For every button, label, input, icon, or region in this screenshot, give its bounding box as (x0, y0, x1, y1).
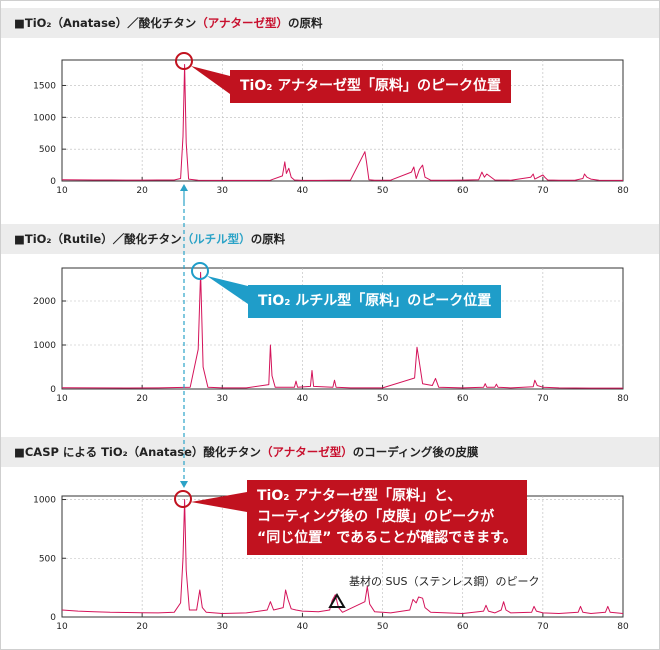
section-title-suffix: のコーディング後の皮膜 (352, 445, 479, 459)
guide-arrow-down-head (180, 481, 188, 488)
x-tick-label: 70 (537, 622, 549, 632)
y-tick-label: 1000 (33, 113, 56, 123)
x-tick-label: 10 (56, 186, 68, 196)
section-title-prefix: ■CASP による TiO₂（Anatase）酸化チタン (14, 445, 261, 459)
x-tick-label: 30 (217, 622, 229, 632)
x-tick-label: 50 (377, 622, 389, 632)
y-tick-label: 0 (50, 177, 56, 187)
series-line (61, 64, 624, 181)
x-tick-label: 60 (457, 186, 469, 196)
x-tick-label: 40 (297, 186, 309, 196)
series-line (61, 499, 624, 614)
y-tick-label: 1000 (33, 496, 56, 506)
section-title-prefix: ■TiO₂（Anatase）／酸化チタン (14, 16, 197, 30)
x-tick-label: 10 (56, 622, 68, 632)
anatase-callout-pointer (191, 66, 230, 94)
x-tick-label: 70 (537, 394, 549, 404)
x-tick-label: 20 (136, 186, 148, 196)
x-tick-label: 70 (537, 186, 549, 196)
section-header-anatase: ■TiO₂（Anatase）／酸化チタン（アナターゼ型）の原料 (1, 8, 659, 38)
x-tick-label: 80 (617, 186, 629, 196)
callout-text: TiO₂ ルチル型「原料」のピーク位置 (258, 293, 492, 309)
callout-coating-peak: TiO₂ アナターゼ型「原料」と、 コーティング後の「皮膜」のピークが “同じ位… (247, 480, 527, 555)
section-header-rutile: ■TiO₂（Rutile）／酸化チタン（ルチル型）の原料 (1, 224, 659, 254)
x-tick-label: 30 (217, 394, 229, 404)
guide-arrow-up-head (180, 184, 188, 191)
x-tick-label: 60 (457, 394, 469, 404)
rutile-peak-circle (191, 262, 209, 280)
section-title-suffix: の原料 (288, 16, 323, 30)
callout-line-2: コーティング後の「皮膜」のピークが (257, 509, 495, 525)
x-tick-label: 20 (136, 394, 148, 404)
alignment-guide (180, 184, 188, 488)
section-title-suffix: の原料 (250, 232, 286, 246)
x-tick-label: 40 (297, 394, 309, 404)
y-tick-label: 0 (50, 385, 56, 395)
x-tick-label: 40 (297, 622, 309, 632)
x-tick-label: 50 (377, 394, 389, 404)
y-tick-label: 1500 (33, 81, 56, 91)
series-line (61, 271, 623, 389)
triangle-icon (328, 593, 346, 608)
rutile-peak-marker (191, 262, 248, 304)
anatase-peak-marker (175, 52, 230, 94)
x-tick-label: 80 (617, 394, 629, 404)
coating-peak-marker (174, 490, 247, 512)
callout-rutile-peak: TiO₂ ルチル型「原料」のピーク位置 (248, 285, 502, 318)
callout-line-1: TiO₂ アナターゼ型「原料」と、 (257, 488, 462, 504)
x-tick-label: 60 (457, 622, 469, 632)
section-title-prefix: ■TiO₂（Rutile）／酸化チタン (14, 232, 182, 246)
y-tick-label: 1000 (33, 341, 56, 351)
x-tick-label: 20 (136, 622, 148, 632)
x-tick-label: 10 (56, 394, 68, 404)
x-tick-label: 50 (377, 186, 389, 196)
x-tick-label: 80 (617, 622, 629, 632)
section-title-highlight: （アナターゼ型） (196, 16, 288, 30)
y-tick-label: 500 (39, 554, 56, 564)
callout-text: TiO₂ アナターゼ型「原料」のピーク位置 (240, 78, 501, 94)
section-title-highlight: （ルチル型） (181, 232, 251, 246)
rutile-callout-pointer (207, 276, 248, 304)
section-header-coating: ■CASP による TiO₂（Anatase）酸化チタン（アナターゼ型）のコーデ… (1, 437, 659, 467)
x-tick-label: 30 (217, 186, 229, 196)
section-title-highlight: （アナターゼ型） (260, 445, 353, 459)
coating-peak-circle (174, 490, 192, 508)
y-tick-label: 2000 (33, 297, 56, 307)
y-tick-label: 0 (50, 613, 56, 623)
sus-peak-annotation: 基材の SUS（ステンレス鋼）のピーク (349, 575, 540, 588)
coating-callout-pointer (191, 492, 247, 512)
callout-anatase-peak: TiO₂ アナターゼ型「原料」のピーク位置 (230, 70, 511, 103)
y-tick-label: 500 (39, 145, 56, 155)
anatase-peak-circle (175, 52, 193, 70)
callout-line-3: “同じ位置” であることが確認できます。 (257, 530, 517, 546)
